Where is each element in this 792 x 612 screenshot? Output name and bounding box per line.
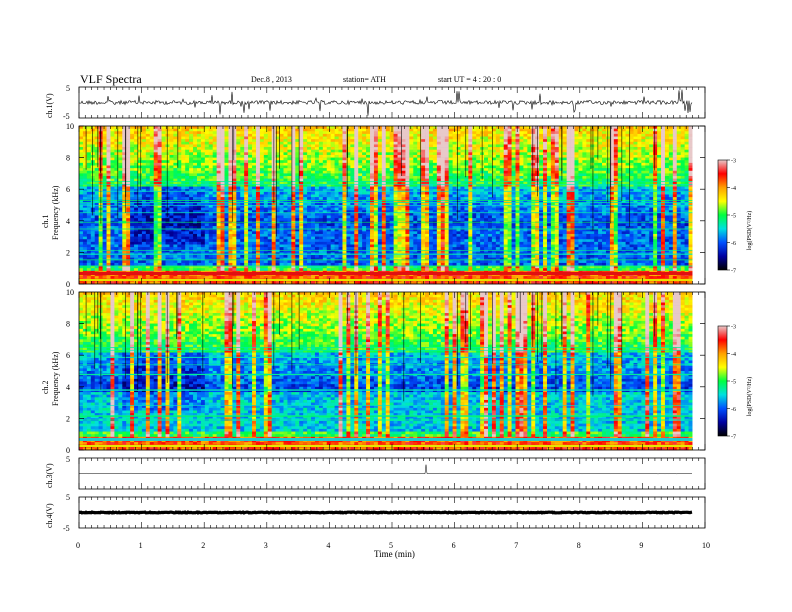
colorbar-tick-label: -3 [731, 325, 736, 331]
date-label: Dec.8 , 2013 [251, 75, 292, 84]
spectrogram-ytick-label: 8 [66, 320, 70, 329]
spectrogram-ytick-label: 2 [66, 414, 70, 423]
ch1-ytick-bottom: -5 [63, 112, 70, 121]
colorbar-tick-label: -5 [731, 380, 736, 386]
ch3-waveform-panel: 5 ch.3(V) [45, 455, 706, 490]
colorbar-scale [717, 159, 728, 271]
time-tick-label: 1 [139, 541, 143, 550]
time-tick-label: 5 [389, 541, 393, 550]
colorbar-tick-label: -4 [731, 186, 736, 192]
time-tick-label: 7 [514, 541, 518, 550]
spectrogram-ytick-label: 10 [66, 122, 74, 131]
time-axis-ticks [78, 87, 706, 528]
ch3-ytick-top: 5 [66, 455, 70, 464]
spectrogram-ytick-label: 6 [66, 185, 70, 194]
ch2-spectrogram-ylabel-top: ch.2 [41, 380, 50, 394]
time-axis-labels: 0 1 2 3 4 5 6 7 8 9 10 [76, 541, 710, 550]
ch1-waveform-panel: 5 -5 ch.1(V) [45, 84, 706, 121]
ch2-spectrogram-panel: 0 2 4 6 8 10 ch.2 Frequency (kHz) [41, 288, 706, 455]
colorbar-label: log(PSD(V²/Hz) [746, 377, 753, 416]
ch1-ytick-top: 5 [66, 84, 70, 93]
time-tick-label: 9 [639, 541, 643, 550]
colorbar-tick-label: -4 [731, 352, 736, 358]
ch4-trace [79, 510, 693, 515]
time-axis-label: Time (min) [374, 549, 415, 559]
ch4-ylabel: ch.4(V) [45, 503, 54, 528]
colorbar-tick-label: -7 [731, 435, 736, 441]
ch1-spectrogram-image [79, 126, 705, 285]
ch3-trace [79, 464, 693, 475]
ch1-trace [78, 89, 693, 116]
colorbar-tick-label: -7 [731, 269, 736, 275]
figure-title: VLF Spectra [80, 72, 142, 86]
time-tick-label: 4 [326, 541, 330, 550]
spectrogram-ytick-label: 4 [66, 383, 70, 392]
colorbar-scale [717, 325, 728, 437]
ch1-spectrogram-ylabel: Frequency (kHz) [51, 185, 60, 240]
ch2-spectrogram-image [79, 292, 705, 451]
time-tick-label: 3 [264, 541, 268, 550]
spectrogram-ytick-label: 10 [66, 288, 74, 297]
spectrogram-ytick-label: 4 [66, 217, 70, 226]
colorbar-tick-label: -3 [731, 159, 736, 165]
spectrogram-ytick-label: 2 [66, 248, 70, 257]
ch1-ylabel: ch.1(V) [45, 93, 54, 118]
ch1-spectrogram-panel: 0 2 4 6 8 10 ch.1 Frequency (kHz) [41, 122, 706, 289]
colorbar-tick-label: -5 [731, 214, 736, 220]
colorbar-tick-label: -6 [731, 407, 736, 413]
ch2-colorbar: -3 -4 -5 -6 -7 log(PSD(V²/Hz) [717, 325, 753, 441]
time-tick-label: 8 [577, 541, 581, 550]
station-label: station= ATH [343, 75, 386, 84]
spectrogram-ytick-label: 8 [66, 154, 70, 163]
time-tick-label: 6 [452, 541, 456, 550]
ch4-waveform-panel: 5 -5 ch.4(V) [45, 493, 706, 533]
ch1-spectrogram-ylabel-top: ch.1 [41, 214, 50, 228]
time-tick-label: 2 [201, 541, 205, 550]
colorbar-label: log(PSD(V²/Hz) [746, 211, 753, 250]
time-tick-label: 10 [702, 541, 710, 550]
ch1-colorbar: -3 -4 -5 -6 -7 log(PSD(V²/Hz) [717, 159, 753, 275]
ch3-ylabel: ch.3(V) [45, 463, 54, 488]
start-time-label: start UT = 4 : 20 : 0 [438, 75, 501, 84]
colorbar-tick-label: -6 [731, 241, 736, 247]
ch4-ytick-top: 5 [66, 493, 70, 502]
ch4-ytick-bottom: -5 [63, 524, 70, 533]
time-tick-label: 0 [76, 541, 80, 550]
spectrogram-ytick-label: 0 [66, 446, 70, 455]
spectrogram-ytick-label: 0 [66, 280, 70, 289]
ch2-spectrogram-ylabel: Frequency (kHz) [51, 351, 60, 406]
spectrogram-ytick-label: 6 [66, 351, 70, 360]
